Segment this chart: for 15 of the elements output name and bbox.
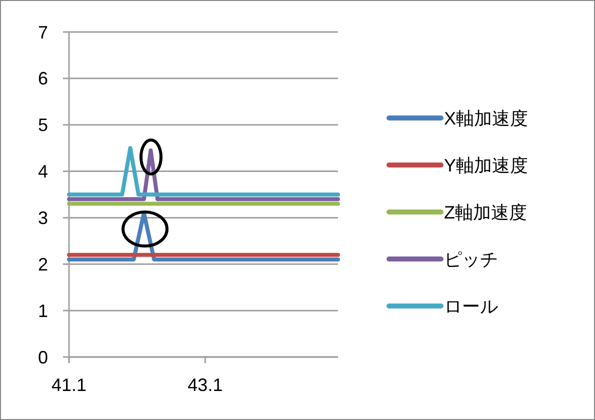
- y-tick-label: 5: [38, 115, 48, 136]
- legend-label: ロール: [444, 296, 498, 316]
- y-tick-label: 4: [38, 162, 48, 182]
- legend-label: Z軸加速度: [444, 202, 527, 222]
- y-tick-label: 1: [38, 300, 48, 321]
- x-tick-label: 41.1: [51, 375, 87, 395]
- x-tick-label: 43.1: [188, 375, 223, 395]
- y-tick-label: 7: [38, 22, 48, 42]
- y-tick-label: 6: [38, 68, 48, 89]
- y-tick-label: 0: [38, 347, 48, 368]
- y-tick-label: 3: [38, 208, 48, 228]
- legend-label: Y軸加速度: [444, 155, 528, 176]
- legend-label: ピッチ: [444, 249, 498, 270]
- legend-label: X軸加速度: [444, 108, 528, 128]
- y-tick-label: 2: [38, 254, 48, 274]
